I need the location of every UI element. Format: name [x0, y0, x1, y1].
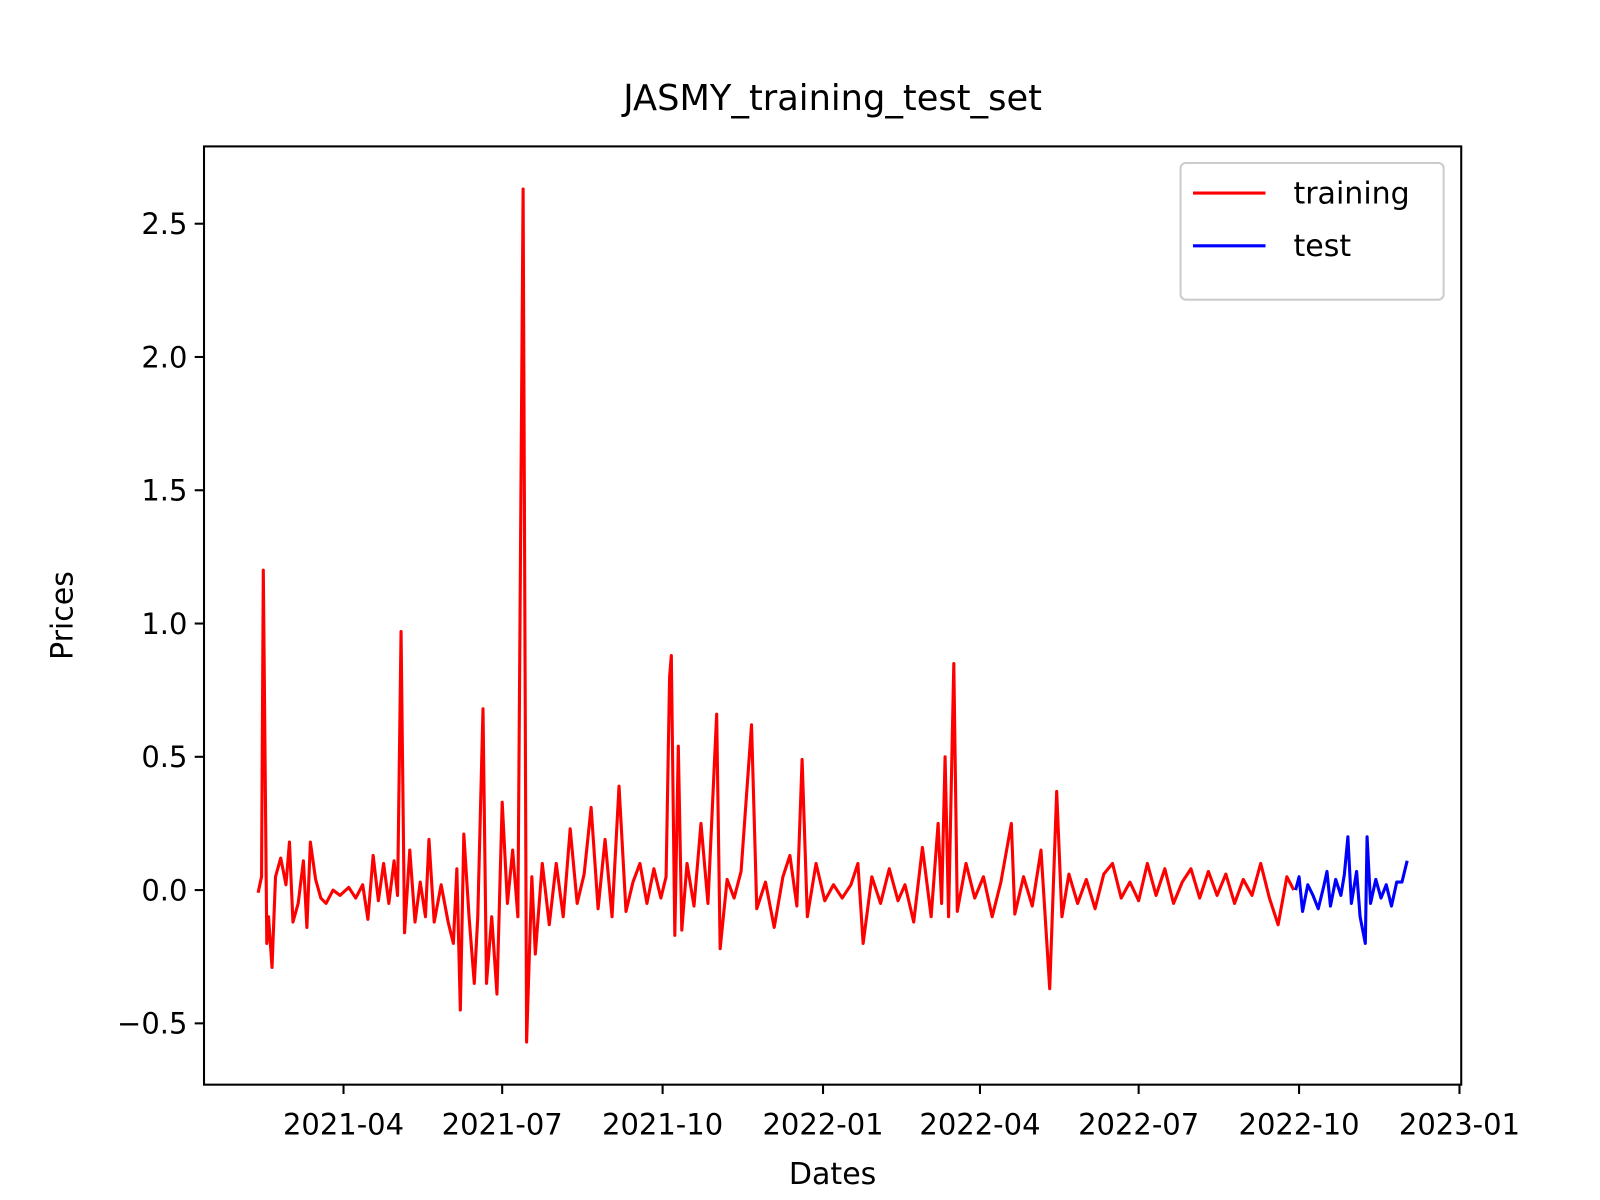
- legend-label: training: [1293, 176, 1409, 211]
- x-tick-label: 2022-10: [1239, 1107, 1360, 1141]
- x-tick-label: 2021-04: [283, 1107, 404, 1141]
- plot-area: [256, 187, 1409, 1044]
- y-axis-label: Prices: [45, 571, 80, 660]
- axes-frame: [202, 145, 1463, 1086]
- x-axis-label: Dates: [789, 1157, 876, 1192]
- chart-title: JASMY_training_test_set: [621, 78, 1042, 119]
- y-tick-label: 2.0: [141, 340, 187, 374]
- y-tick-label: −0.5: [117, 1007, 187, 1041]
- legend-box: [1179, 161, 1445, 301]
- y-tick-label: 1.5: [141, 474, 187, 508]
- x-tick-label: 2021-07: [442, 1107, 563, 1141]
- x-tick-label: 2022-01: [762, 1107, 883, 1141]
- x-tick-label: 2022-04: [919, 1107, 1040, 1141]
- series-line: [1294, 835, 1409, 945]
- x-tick-label: 2023-01: [1399, 1107, 1520, 1141]
- y-tick-label: 2.5: [141, 207, 187, 241]
- y-tick-label: 0.5: [141, 740, 187, 774]
- x-tick-label: 2021-10: [602, 1107, 723, 1141]
- legend-label: test: [1293, 229, 1351, 264]
- y-tick-label: 0.0: [141, 873, 187, 907]
- y-tick-label: 1.0: [141, 607, 187, 641]
- series-line: [256, 187, 1296, 1044]
- x-tick-label: 2022-07: [1078, 1107, 1199, 1141]
- legend: training test: [1179, 161, 1445, 301]
